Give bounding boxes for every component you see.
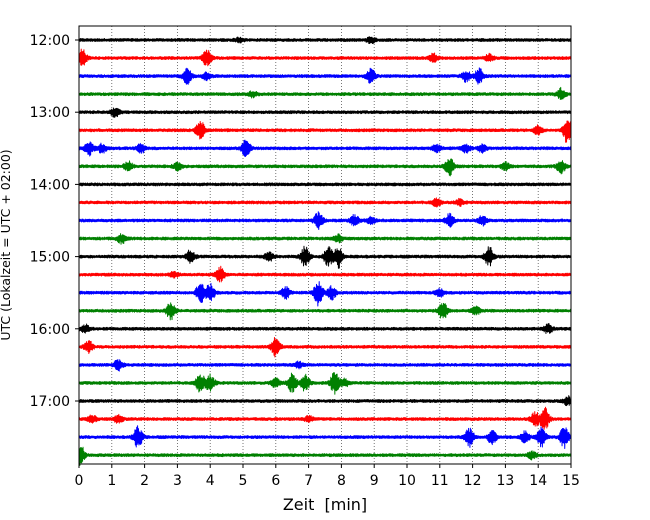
x-axis-label: Zeit [min] <box>283 495 367 514</box>
y-tick-label: 15:00 <box>30 250 70 266</box>
seismogram-trace <box>78 182 572 187</box>
x-tick-label: 11 <box>431 473 449 489</box>
x-tick-label: 5 <box>239 473 248 489</box>
x-tick-label: 7 <box>304 473 313 489</box>
x-tick-label: 8 <box>337 473 346 489</box>
x-tick-label: 10 <box>398 473 416 489</box>
seismogram-trace <box>78 337 572 358</box>
seismogram-trace <box>78 120 572 143</box>
seismogram-trace <box>78 425 572 449</box>
x-tick-label: 14 <box>529 473 547 489</box>
seismogram-trace <box>78 158 572 177</box>
x-tick-label: 9 <box>370 473 379 489</box>
seismogram-trace <box>78 245 572 269</box>
seismogram-trace <box>78 302 572 321</box>
x-axis-ticks: 0 1 2 3 4 5 6 7 8 9 10 11 12 13 14 15 <box>75 464 580 489</box>
seismogram-trace <box>78 359 572 372</box>
seismogram-trace <box>78 323 572 334</box>
seismogram-trace <box>78 36 572 45</box>
seismogram-trace <box>78 107 572 118</box>
y-axis-label: UTC (Lokalzeit = UTC + 02:00) <box>0 149 13 340</box>
seismogram-trace <box>78 446 572 466</box>
x-tick-label: 1 <box>107 473 116 489</box>
y-tick-label: 17:00 <box>30 394 70 410</box>
seismogram-trace <box>78 281 572 307</box>
y-tick-label: 13:00 <box>30 105 70 121</box>
grid-lines <box>111 26 539 464</box>
seismogram-trace <box>78 197 572 208</box>
seismogram-trace <box>78 67 572 85</box>
y-tick-label: 16:00 <box>30 322 70 338</box>
seismogram-trace <box>78 86 572 100</box>
seismogram-trace <box>78 372 572 395</box>
x-tick-label: 4 <box>206 473 215 489</box>
y-axis-ticks: 12:00 13:00 14:00 15:00 16:00 17:00 <box>30 33 79 410</box>
seismogram-trace <box>78 233 572 245</box>
seismogram-trace <box>78 395 572 407</box>
seismogram-trace <box>78 48 572 67</box>
x-tick-label: 13 <box>496 473 514 489</box>
x-tick-label: 15 <box>562 473 580 489</box>
seismogram-trace <box>78 406 572 430</box>
seismogram-trace <box>78 139 572 158</box>
x-tick-label: 2 <box>140 473 149 489</box>
seismogram-trace <box>78 265 572 283</box>
plot-frame <box>78 25 572 465</box>
x-tick-label: 6 <box>271 473 280 489</box>
x-tick-label: 12 <box>464 473 482 489</box>
seismogram-trace <box>78 211 572 230</box>
y-tick-label: 12:00 <box>30 33 70 49</box>
y-tick-label: 14:00 <box>30 177 70 193</box>
seismogram-traces <box>78 36 572 466</box>
x-tick-label: 0 <box>75 473 84 489</box>
x-tick-label: 3 <box>173 473 182 489</box>
